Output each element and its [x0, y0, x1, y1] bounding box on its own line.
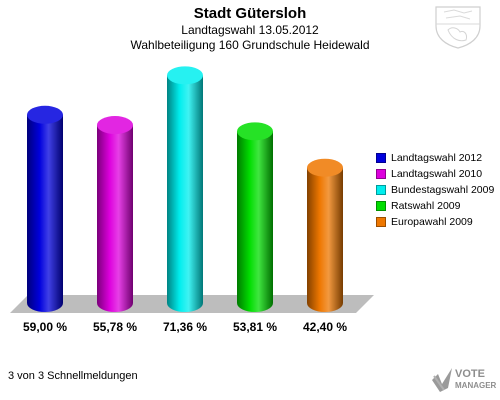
bar-cap-5: [307, 158, 343, 177]
bar-4: [237, 131, 273, 312]
bar-cap-1: [27, 105, 63, 124]
chart-subtitle-2: Wahlbeteiligung 160 Grundschule Heidewal…: [130, 38, 370, 52]
bar-5: [307, 167, 343, 312]
value-label-4: 53,81 %: [233, 320, 277, 334]
value-label-1: 59,00 %: [23, 320, 67, 334]
legend-swatch: [376, 201, 386, 211]
legend-item: Landtagswahl 2012: [376, 150, 494, 166]
footer-status: 3 von 3 Schnellmeldungen: [8, 370, 138, 382]
bar-1: [27, 114, 63, 312]
vote-manager-logo-icon: VOTE MANAGER: [432, 368, 497, 392]
chart-subtitle: Landtagswahl 13.05.2012: [181, 23, 319, 37]
legend-label: Bundestagswahl 2009: [391, 184, 495, 196]
chart-title: Stadt Gütersloh: [193, 5, 307, 22]
brand-line-2: MANAGER: [455, 381, 497, 390]
legend-item: Europawahl 2009: [376, 214, 494, 230]
legend-swatch: [376, 185, 386, 195]
bar-cap-2: [97, 116, 133, 135]
bar-3: [167, 75, 203, 312]
legend-label: Europawahl 2009: [391, 216, 473, 228]
legend-item: Landtagswahl 2010: [376, 166, 494, 182]
legend-swatch: [376, 153, 386, 163]
brand-line-1: VOTE: [455, 368, 485, 380]
value-label-5: 42,40 %: [303, 320, 347, 334]
legend-label: Ratswahl 2009: [391, 200, 461, 212]
bar-2: [97, 125, 133, 312]
coat-of-arms-icon: [435, 6, 481, 49]
legend-swatch: [376, 217, 386, 227]
legend-item: Bundestagswahl 2009: [376, 182, 494, 198]
legend-item: Ratswahl 2009: [376, 198, 494, 214]
value-label-3: 71,36 %: [163, 320, 207, 334]
bar-cap-3: [167, 66, 203, 85]
value-label-2: 55,78 %: [93, 320, 137, 334]
legend-label: Landtagswahl 2012: [391, 152, 483, 164]
bar-cap-4: [237, 122, 273, 141]
legend-label: Landtagswahl 2010: [391, 168, 483, 180]
legend-swatch: [376, 169, 386, 179]
legend: Landtagswahl 2012 Landtagswahl 2010 Bundes…: [376, 150, 494, 230]
